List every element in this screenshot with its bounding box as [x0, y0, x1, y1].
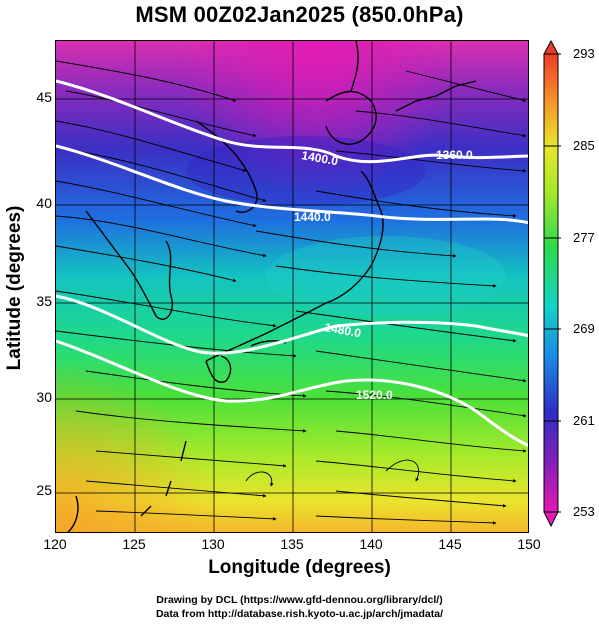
y-axis-label: Latitude (degrees) — [4, 205, 25, 371]
x-tick-label: 125 — [122, 536, 146, 552]
x-tick-label: 140 — [359, 536, 383, 552]
y-tick-label: 35 — [36, 293, 52, 309]
map-title: MSM 00Z02Jan2025 (850.0hPa) — [135, 2, 464, 27]
colorbar-tick-label: 285 — [573, 138, 595, 153]
x-tick-label: 145 — [438, 536, 462, 552]
colorbar-tick-label: 277 — [573, 230, 595, 245]
height-contours — [56, 79, 528, 447]
y-tick-label: 45 — [36, 89, 52, 105]
y-tick-label: 25 — [36, 482, 52, 498]
colorbar — [541, 39, 581, 528]
x-tick-label: 135 — [280, 536, 304, 552]
x-tick-label: 120 — [43, 536, 67, 552]
colorbar-tick-label: 253 — [573, 504, 595, 519]
x-axis-label: Longitude (degrees) — [208, 557, 391, 578]
map-canvas: 1360.0 1400.0 1440.0 1480.0 1520.0 — [56, 41, 528, 532]
colorbar-tick-label: 261 — [573, 413, 595, 428]
colorbar-max-arrow — [543, 39, 559, 55]
colorbar-tick-label: 269 — [573, 321, 595, 336]
map-plot-area: 1360.0 1400.0 1440.0 1480.0 1520.0 — [55, 40, 529, 533]
contour-label-1440: 1440.0 — [294, 210, 331, 224]
wind-streamlines — [56, 60, 527, 525]
contour-label-1480: 1480.0 — [323, 320, 362, 340]
contour-label-1400: 1400.0 — [300, 148, 339, 168]
x-tick-label: 150 — [517, 536, 541, 552]
contour-label-1360: 1360.0 — [436, 148, 473, 162]
contour-labels: 1360.0 1400.0 1440.0 1480.0 1520.0 — [294, 148, 473, 402]
y-tick-label: 30 — [36, 389, 52, 405]
drawing-credit: Drawing by DCL (https://www.gfd-dennou.o… — [156, 594, 443, 606]
colorbar-min-arrow — [543, 511, 559, 528]
contour-label-1520: 1520.0 — [356, 388, 393, 402]
colorbar-gradient — [543, 53, 559, 513]
y-tick-label: 40 — [36, 195, 52, 211]
colorbar-tick-label: 293 — [573, 46, 595, 61]
data-source-credit: Data from http://database.rish.kyoto-u.a… — [155, 608, 444, 620]
x-tick-label: 130 — [201, 536, 225, 552]
lat-lon-grid — [56, 41, 528, 532]
